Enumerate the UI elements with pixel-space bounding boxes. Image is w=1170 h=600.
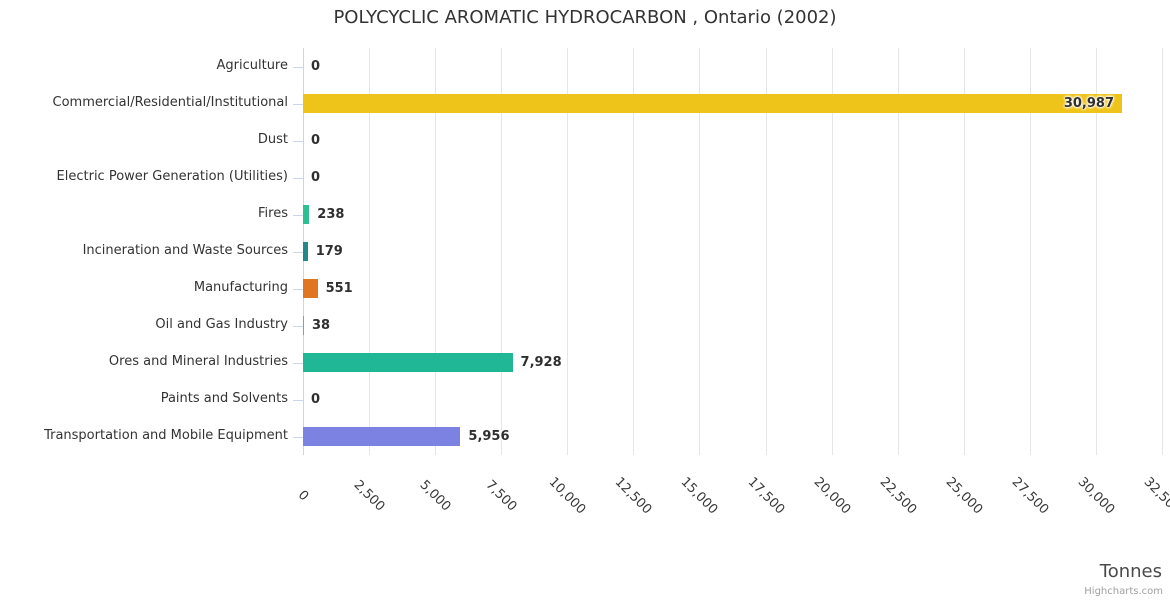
bar-value-label: 0 xyxy=(311,169,321,185)
chart-title: POLYCYCLIC AROMATIC HYDROCARBON , Ontari… xyxy=(333,7,837,28)
x-axis-tick-label: 32,500 xyxy=(1140,474,1170,518)
category-label: Ores and Mineral Industries xyxy=(108,353,288,369)
category-tick xyxy=(293,399,303,401)
category-label: Paints and Solvents xyxy=(160,390,288,406)
x-axis-tick-label: 5,000 xyxy=(416,477,454,515)
category-label: Oil and Gas Industry xyxy=(155,316,288,332)
category-label: Incineration and Waste Sources xyxy=(82,242,288,258)
x-gridline xyxy=(1029,48,1031,455)
bar-value-label: 7,928 xyxy=(520,354,562,370)
category-label: Transportation and Mobile Equipment xyxy=(44,427,288,443)
x-axis-tick-label: 17,500 xyxy=(744,474,787,518)
x-axis-tick-label: 30,000 xyxy=(1074,474,1118,518)
category-tick xyxy=(293,325,303,327)
category-tick xyxy=(293,288,303,290)
bar-value-label: 238 xyxy=(317,206,345,222)
highcharts-credit-link[interactable]: Highcharts.com xyxy=(1084,586,1163,597)
x-axis-tick-label: 10,000 xyxy=(545,474,589,518)
x-axis-tick-label: 25,000 xyxy=(942,474,986,518)
x-gridline xyxy=(567,48,569,455)
x-gridline xyxy=(435,48,437,455)
x-axis-tick-label: 0 xyxy=(294,487,312,505)
x-gridline xyxy=(1162,48,1163,455)
x-gridline xyxy=(765,48,767,455)
category-label: Fires xyxy=(258,205,288,221)
category-tick xyxy=(293,251,303,253)
x-axis-tick-label: 20,000 xyxy=(810,474,853,518)
x-axis-tick-label: 22,500 xyxy=(876,474,920,518)
bar[interactable] xyxy=(303,94,1122,113)
bar-value-label: 0 xyxy=(311,132,321,148)
bar-value-label: 0 xyxy=(311,391,321,407)
bar[interactable] xyxy=(303,353,513,372)
bar[interactable] xyxy=(303,205,310,224)
bar[interactable] xyxy=(303,427,461,446)
x-gridline xyxy=(897,48,899,455)
bar-value-label: 551 xyxy=(325,280,353,296)
x-axis-title: Tonnes xyxy=(1099,561,1162,582)
category-tick xyxy=(293,103,303,105)
x-axis-tick-label: 27,500 xyxy=(1008,474,1052,518)
bar-value-label: 0 xyxy=(311,58,321,74)
x-axis-tick-label: 7,500 xyxy=(482,477,520,515)
bar-value-label: 5,956 xyxy=(468,428,510,444)
category-tick xyxy=(293,66,303,68)
bar-value-label: 38 xyxy=(312,317,331,333)
x-gridline xyxy=(633,48,635,455)
x-gridline xyxy=(501,48,503,455)
x-gridline xyxy=(831,48,833,455)
x-gridline xyxy=(963,48,965,455)
category-tick xyxy=(293,177,303,179)
category-label: Manufacturing xyxy=(193,279,288,295)
x-gridline xyxy=(699,48,701,455)
category-label: Agriculture xyxy=(216,57,289,73)
category-tick xyxy=(293,362,303,364)
bar-value-label: 30,987 xyxy=(1063,95,1114,111)
x-axis-tick-label: 15,000 xyxy=(678,474,721,518)
bar-value-label: 179 xyxy=(315,243,343,259)
category-label: Commercial/Residential/Institutional xyxy=(52,94,289,110)
bar[interactable] xyxy=(303,279,318,298)
bar[interactable] xyxy=(303,242,308,261)
x-gridline xyxy=(1095,48,1097,455)
category-label: Electric Power Generation (Utilities) xyxy=(56,168,288,184)
category-label: Dust xyxy=(257,131,288,147)
category-tick xyxy=(293,436,303,438)
x-axis-tick-label: 12,500 xyxy=(611,474,655,518)
category-tick xyxy=(293,214,303,216)
x-axis-tick-label: 2,500 xyxy=(350,477,388,515)
x-gridline xyxy=(369,48,371,455)
category-tick xyxy=(293,140,303,142)
bar[interactable] xyxy=(303,316,304,335)
